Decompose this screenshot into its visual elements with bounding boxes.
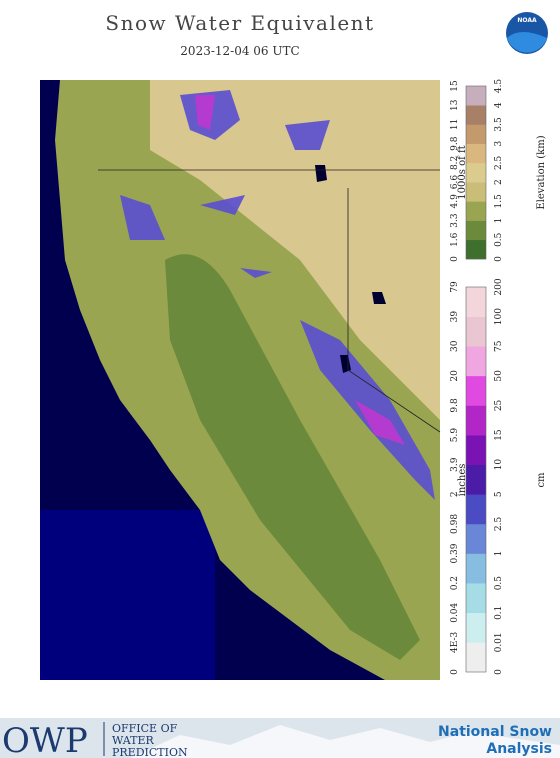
logo-text: NOAA bbox=[517, 17, 537, 24]
colorbar-segment bbox=[466, 583, 486, 614]
colorbar-segment bbox=[466, 494, 486, 525]
tick-label: 2.5 bbox=[494, 155, 504, 170]
colorbar-segment bbox=[466, 201, 486, 221]
tick-label: 3.9 bbox=[450, 457, 460, 472]
colorbar-segment bbox=[466, 86, 486, 106]
colorbar-segment bbox=[466, 405, 486, 436]
colorbar-segment bbox=[466, 105, 486, 125]
tick-label: 100 bbox=[494, 308, 504, 325]
tick-label: 2 bbox=[494, 179, 504, 185]
axis-title: inches bbox=[457, 464, 468, 497]
tick-label: 20 bbox=[450, 370, 460, 382]
tick-label: 15 bbox=[494, 429, 504, 441]
footer: OWP OFFICE OF WATER PREDICTION National … bbox=[0, 718, 560, 758]
tick-label: 79 bbox=[450, 281, 460, 293]
date: 2023-12-04 06 UTC bbox=[180, 44, 299, 58]
office-line: PREDICTION bbox=[112, 746, 188, 758]
tick-label: 75 bbox=[494, 340, 504, 352]
tick-label: 3.3 bbox=[450, 213, 460, 228]
tick-label: 1.6 bbox=[450, 232, 460, 247]
colorbar-segment bbox=[466, 346, 486, 377]
colorbar-segment bbox=[466, 642, 486, 673]
tick-label: 0.39 bbox=[450, 543, 460, 563]
tick-label: 0.04 bbox=[450, 602, 460, 622]
tick-label: 8.2 bbox=[450, 156, 460, 170]
tick-label: 4E-3 bbox=[450, 631, 460, 653]
axis-title: 1000s of ft bbox=[457, 145, 468, 199]
tick-label: 1.5 bbox=[494, 194, 504, 209]
colorbar-segment bbox=[466, 143, 486, 164]
axis-title: cm bbox=[536, 472, 547, 488]
tick-label: 5.9 bbox=[450, 428, 460, 443]
colorbar-segment bbox=[466, 316, 486, 347]
colorbar-segment bbox=[466, 182, 486, 202]
tick-label: 1 bbox=[494, 551, 504, 557]
owp: OWP bbox=[2, 721, 88, 758]
tick-label: 0 bbox=[450, 669, 460, 675]
office-line: WATER bbox=[112, 734, 154, 747]
tick-label: 11 bbox=[450, 119, 460, 130]
tick-label: 0.5 bbox=[494, 576, 504, 591]
tick-label: 6.6 bbox=[450, 175, 460, 190]
tick-label: 9.8 bbox=[450, 398, 460, 413]
legends: 0 0 1.6 0.5 3.3 1 4.9 1.5 6.6 2 8.2 2.5 9.8 3 11 3.5 13 4… bbox=[450, 79, 547, 675]
colorbar-segment bbox=[466, 162, 486, 183]
colorbar-segment bbox=[466, 375, 486, 406]
tick-label: 4 bbox=[494, 102, 504, 108]
tick-label: 39 bbox=[450, 311, 460, 323]
colorbar-segment bbox=[466, 553, 486, 584]
tick-label: 0 bbox=[494, 669, 504, 675]
noaa-logo: NOAA bbox=[506, 12, 548, 54]
tick-label: 5 bbox=[494, 491, 504, 497]
colorbar-frame bbox=[465, 85, 487, 260]
tick-label: 4.5 bbox=[494, 79, 504, 94]
nsa-line: National Snow bbox=[438, 724, 552, 740]
tick-label: 10 bbox=[494, 459, 504, 471]
tick-label: 9.8 bbox=[450, 136, 460, 151]
colorbar-segment bbox=[466, 435, 486, 465]
colorbar-segment bbox=[466, 523, 486, 554]
tick-label: 15 bbox=[450, 80, 460, 92]
tick-label: 30 bbox=[450, 340, 460, 352]
tick-label: 4.9 bbox=[450, 194, 460, 209]
colorbar-frame bbox=[465, 286, 487, 673]
colorbar-segment bbox=[466, 239, 486, 260]
tick-label: 2.5 bbox=[494, 517, 504, 532]
colorbar-segment bbox=[466, 287, 486, 317]
map bbox=[40, 80, 441, 680]
colorbar-segment bbox=[466, 464, 486, 495]
tick-label: 2 bbox=[450, 491, 460, 497]
tick-label: 25 bbox=[494, 399, 504, 411]
colorbar-segment bbox=[466, 220, 486, 241]
tick-label: 0.5 bbox=[494, 232, 504, 247]
tick-label: 0.1 bbox=[494, 606, 504, 620]
tick-label: 3.5 bbox=[494, 117, 504, 132]
title: Snow Water Equivalent bbox=[105, 11, 374, 35]
tick-label: 0 bbox=[450, 256, 460, 262]
colorbar-segment bbox=[466, 124, 486, 144]
axis-title: Elevation (km) bbox=[536, 135, 547, 209]
nsa-line: Analysis bbox=[486, 741, 552, 757]
tick-label: 0 bbox=[494, 256, 504, 262]
colorbar-segment bbox=[466, 612, 486, 643]
tick-label: 0.98 bbox=[450, 514, 460, 534]
tick-label: 200 bbox=[494, 278, 504, 295]
tick-label: 1 bbox=[494, 218, 504, 224]
office-line: OFFICE OF bbox=[112, 722, 178, 735]
tick-label: 0.01 bbox=[494, 632, 504, 652]
tick-label: 0.2 bbox=[450, 576, 460, 590]
tick-label: 50 bbox=[494, 370, 504, 382]
tick-label: 13 bbox=[450, 99, 460, 111]
tick-label: 3 bbox=[494, 141, 504, 147]
